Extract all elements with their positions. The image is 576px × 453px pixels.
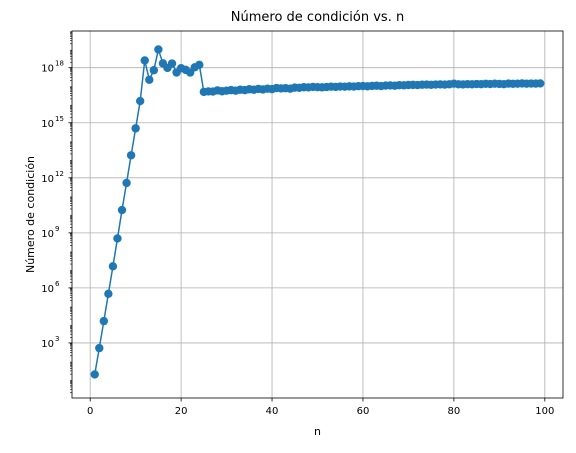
y-tick-label: 10 3 xyxy=(41,335,59,350)
chart-title: Número de condición vs. n xyxy=(231,10,404,25)
data-point xyxy=(154,45,163,54)
y-tick-label: 10 6 xyxy=(41,280,60,295)
x-tick-label: 80 xyxy=(448,406,461,417)
data-point xyxy=(95,343,104,353)
y-tick-exponent: 12 xyxy=(55,170,64,178)
data-point xyxy=(90,370,99,379)
x-tick-label: 0 xyxy=(87,406,93,417)
y-tick-exponent: 6 xyxy=(55,280,60,288)
data-point xyxy=(108,262,118,271)
data-point xyxy=(104,289,113,298)
x-tick-label: 60 xyxy=(357,406,370,417)
y-tick-label: 10 18 xyxy=(41,60,64,75)
y-tick-mantissa: 10 xyxy=(41,64,54,75)
y-tick-label: 10 15 xyxy=(41,115,64,130)
plot-frame xyxy=(71,30,564,399)
x-tick-label: 100 xyxy=(535,406,554,417)
data-point xyxy=(131,124,140,133)
x-tick-label: 20 xyxy=(175,406,188,417)
x-tick-label: 40 xyxy=(266,406,279,417)
data-point xyxy=(167,59,177,68)
y-tick-label: 10 9 xyxy=(41,225,59,240)
data-point xyxy=(536,79,545,88)
data-point xyxy=(117,205,127,215)
data-point xyxy=(135,96,145,106)
data-point xyxy=(113,234,122,243)
y-tick-exponent: 3 xyxy=(55,335,59,343)
y-tick-mantissa: 10 xyxy=(41,339,54,350)
data-point xyxy=(140,56,149,65)
y-tick-exponent: 15 xyxy=(55,115,64,123)
y-tick-exponent: 18 xyxy=(55,60,64,68)
y-tick-mantissa: 10 xyxy=(41,174,54,185)
data-point xyxy=(149,66,159,75)
y-tick-mantissa: 10 xyxy=(41,119,54,130)
x-axis-label: n xyxy=(314,425,321,438)
y-tick-mantissa: 10 xyxy=(41,284,54,295)
series-layer xyxy=(90,45,545,379)
y-axis-label: Número de condición xyxy=(24,156,37,273)
data-point xyxy=(122,178,131,188)
y-tick-mantissa: 10 xyxy=(41,229,54,240)
data-point xyxy=(145,75,154,84)
y-tick-label: 10 12 xyxy=(41,170,64,185)
y-tick-exponent: 9 xyxy=(55,225,59,233)
data-point xyxy=(99,316,109,326)
data-point xyxy=(126,151,136,160)
data-point xyxy=(195,60,204,69)
